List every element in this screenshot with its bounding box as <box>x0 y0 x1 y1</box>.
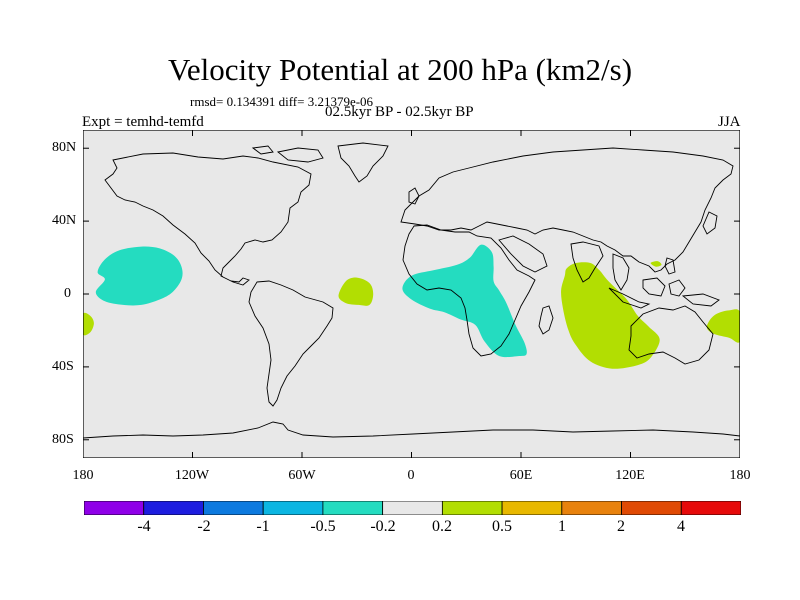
coastline-australia <box>628 305 714 365</box>
y-tick-label-40n: 40N <box>52 213 77 228</box>
coastline-africa <box>402 224 536 357</box>
x-tick-label-120e: 120E <box>615 468 645 483</box>
x-tick-label-180w: 180 <box>72 468 94 483</box>
anomaly-region-africa-indian-ocean-negative <box>402 244 527 358</box>
rmsd-diff-text: rmsd= 0.134391 diff= 3.21379e-06 <box>190 94 374 109</box>
colorbar-label: 4 <box>677 518 685 535</box>
map-ticks <box>83 130 740 458</box>
coastline-north-america <box>104 152 312 286</box>
coastline-arctic-islands <box>251 145 324 163</box>
colorbar-label: 0.5 <box>492 518 512 535</box>
colorbar-swatch <box>262 501 324 515</box>
anomaly-region-dateline-southeast-positive <box>706 309 740 343</box>
coastline-uk <box>408 187 420 205</box>
colorbar-swatch <box>382 501 443 515</box>
coastline-southeast-asia <box>608 253 720 309</box>
colorbar <box>84 501 741 515</box>
anomaly-region-west-pacific-small-positive <box>650 261 662 267</box>
x-tick-label-0: 0 <box>407 468 415 483</box>
colorbar-label: -4 <box>137 518 151 535</box>
coastlines <box>83 142 740 439</box>
coastline-philippines <box>664 257 676 275</box>
colorbar-swatch <box>680 501 741 515</box>
x-tick-label-60w: 60W <box>288 468 316 483</box>
y-tick-label-0: 0 <box>64 286 71 301</box>
colorbar-label: -0.5 <box>310 518 336 535</box>
season-label: JJA <box>718 114 741 130</box>
x-tick-label-180e: 180 <box>729 468 751 483</box>
coastline-greenland <box>337 142 389 183</box>
experiment-label: Expt = temhd-temfd <box>82 114 204 130</box>
coastline-eurasia <box>400 147 734 273</box>
colorbar-label: 2 <box>617 518 625 535</box>
anomaly-region-dateline-southwest-positive <box>83 312 94 336</box>
colorbar-swatch <box>143 501 204 515</box>
anomaly-region-central-pacific-negative <box>95 246 183 306</box>
colorbar-label: -2 <box>197 518 211 535</box>
plot-title: Velocity Potential at 200 hPa (km2/s) <box>167 52 633 87</box>
colorbar-swatch <box>322 501 384 515</box>
colorbar-swatch <box>561 501 622 515</box>
coastline-japan <box>702 211 718 235</box>
anomaly-region-indian-ocean-maritime-positive <box>561 262 660 369</box>
colorbar-swatch <box>84 501 145 515</box>
colorbar-label: -0.2 <box>370 518 396 535</box>
map-panel <box>83 130 740 458</box>
coastline-madagascar <box>538 305 554 335</box>
colorbar-label: -1 <box>256 518 270 535</box>
x-tick-label-120w: 120W <box>174 468 210 483</box>
coastline-india <box>570 241 604 283</box>
anomaly-regions <box>83 244 740 369</box>
anomaly-region-tropical-atlantic-positive <box>338 277 374 306</box>
colorbar-swatch <box>621 501 682 515</box>
colorbar-label: 0.2 <box>432 518 452 535</box>
y-tick-label-80n: 80N <box>52 140 77 155</box>
x-tick-label-60e: 60E <box>509 468 533 483</box>
colorbar-swatch <box>203 501 264 515</box>
coastline-arabia <box>498 235 548 273</box>
colorbar-swatch <box>501 501 563 515</box>
colorbar-swatch <box>441 501 503 515</box>
coastline-south-america <box>248 280 334 407</box>
coastline-antarctica <box>83 421 740 439</box>
period-subtitle: 02.5kyr BP - 02.5kyr BP <box>325 104 474 120</box>
y-tick-label-80s: 80S <box>52 432 74 447</box>
colorbar-label: 1 <box>558 518 566 535</box>
y-tick-label-40s: 40S <box>52 359 74 374</box>
